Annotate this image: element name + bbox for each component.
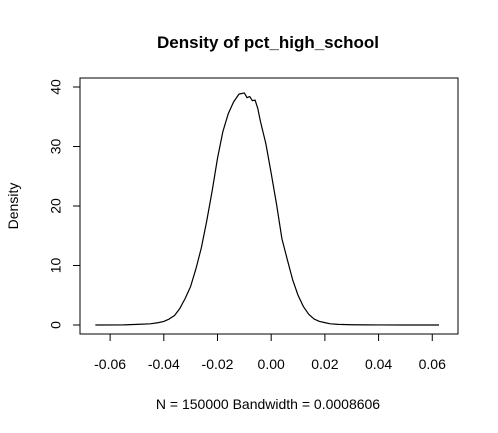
x-tick-label: 0.02 [311, 356, 338, 372]
x-tick-label: 0.04 [365, 356, 392, 372]
x-axis-ticks: -0.06 -0.04 -0.02 0.00 0.02 0.04 0.06 [94, 334, 446, 372]
y-tick-label: 40 [48, 79, 64, 95]
x-tick-label: -0.06 [94, 356, 126, 372]
density-curve [95, 92, 439, 326]
x-tick-label: 0.06 [419, 356, 446, 372]
chart-title: Density of pct_high_school [157, 33, 379, 52]
x-tick-label: 0.00 [258, 356, 285, 372]
y-axis-label: Density [5, 183, 21, 230]
x-tick-label: -0.04 [148, 356, 180, 372]
y-tick-label: 30 [48, 139, 64, 155]
plot-box [79, 77, 459, 335]
x-axis-label: N = 150000 Bandwidth = 0.0008606 [156, 396, 380, 412]
y-axis-ticks: 0 10 20 30 40 [48, 79, 80, 329]
y-tick-label: 10 [48, 258, 64, 274]
y-tick-label: 20 [48, 198, 64, 214]
y-tick-label: 0 [48, 321, 64, 329]
x-tick-label: -0.02 [202, 356, 234, 372]
